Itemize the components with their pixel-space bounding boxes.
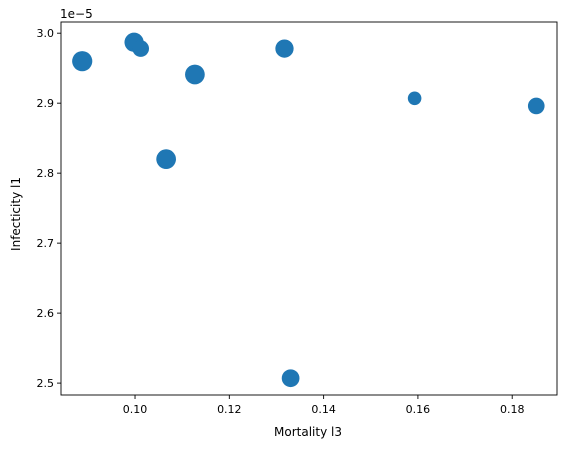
- scatter-point-1: [72, 51, 93, 72]
- scatter-point-8: [407, 91, 422, 106]
- scatter-point-7: [281, 369, 300, 388]
- plot-frame: [60, 21, 558, 396]
- points-layer: [72, 32, 545, 388]
- scatter-point-5: [185, 64, 205, 85]
- y-tick-label: 2.8: [37, 167, 55, 180]
- scatter-point-4: [156, 149, 176, 170]
- x-tick-label: 0.10: [123, 403, 148, 416]
- scatter-point-6: [275, 39, 294, 58]
- y-tick-label: 2.6: [37, 307, 55, 320]
- y-tick-label: 2.5: [37, 377, 55, 390]
- y-tick-label: 3.0: [37, 27, 55, 40]
- y-tick-label: 2.7: [37, 237, 55, 250]
- x-tick-label: 0.18: [500, 403, 525, 416]
- x-tick-label: 0.12: [217, 403, 242, 416]
- y-axis-ticks: 2.5 2.6 2.7 2.8 2.9 3.0: [37, 27, 61, 390]
- y-axis-label: Infecticity l1: [9, 177, 23, 251]
- scatter-point-9: [527, 97, 545, 115]
- x-tick-label: 0.14: [311, 403, 336, 416]
- x-axis-ticks: 0.10 0.12 0.14 0.16 0.18: [123, 395, 525, 416]
- y-tick-label: 2.9: [37, 97, 55, 110]
- x-tick-label: 0.16: [406, 403, 431, 416]
- scatter-point-3: [132, 40, 150, 57]
- x-axis-label: Mortality l3: [274, 425, 342, 439]
- y-axis-offset-label: 1e−5: [60, 7, 93, 21]
